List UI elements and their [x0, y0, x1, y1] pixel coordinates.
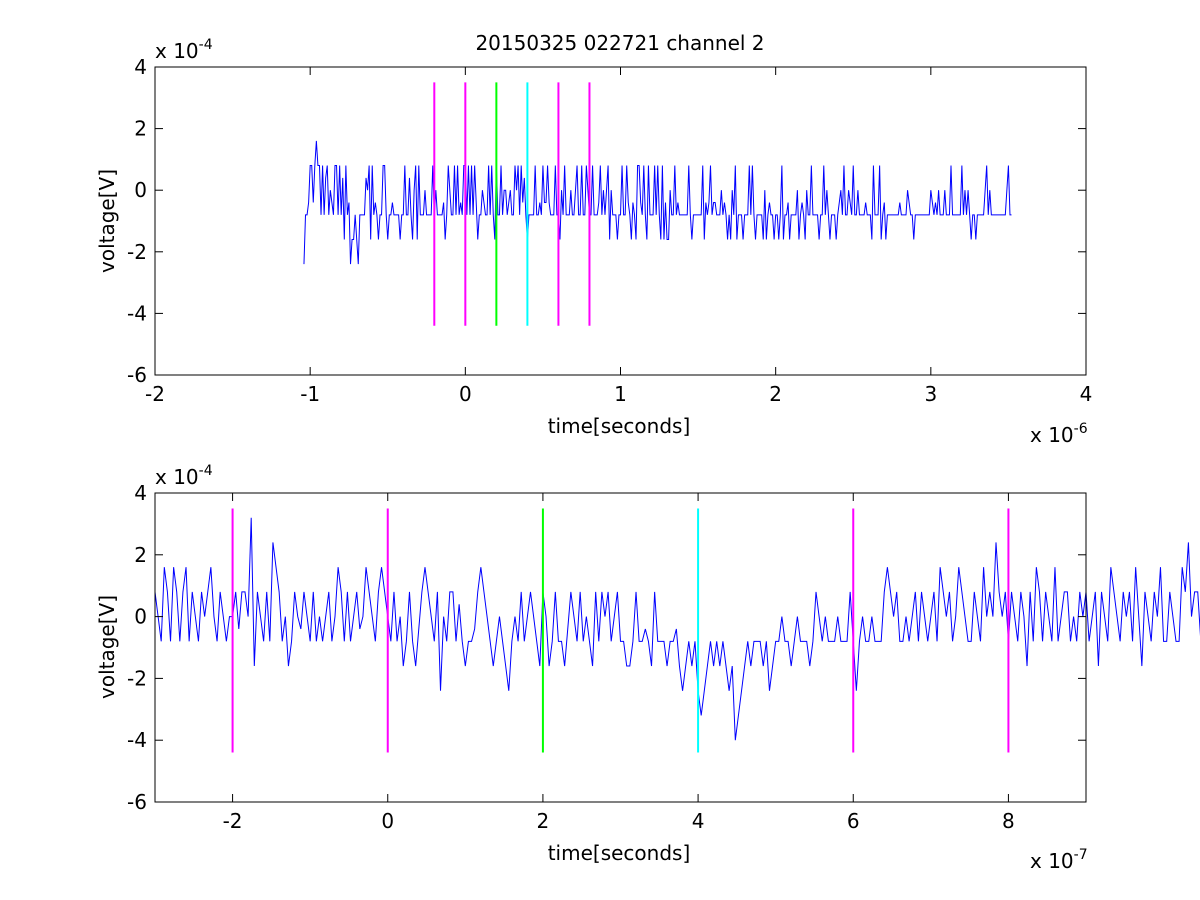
- bottom-y-tick-label: 2: [134, 543, 147, 567]
- top-y-multiplier-base: x 10: [155, 39, 199, 63]
- top-x-tick-label: 1: [614, 382, 627, 406]
- bottom-x-tick-label: 2: [537, 809, 550, 833]
- bottom-axes-box: [154, 492, 1087, 803]
- bottom-x-tick-label: -2: [223, 809, 243, 833]
- top-x-tick-label: -2: [145, 382, 165, 406]
- top-x-multiplier-exponent: -6: [1074, 421, 1088, 437]
- bottom-y-tick-label: 4: [134, 481, 147, 505]
- top-x-tick-label: 4: [1080, 382, 1093, 406]
- top-x-tick-label: 2: [769, 382, 782, 406]
- top-x-multiplier-base: x 10: [1030, 423, 1074, 447]
- bottom-y-tick-label: -2: [127, 666, 147, 690]
- top-y-tick-label: 2: [134, 117, 147, 141]
- top-subplot: -2 -1 0 1 2 3 4 -6 -4 -2 0 2 4 time[seconds] voltage…: [95, 37, 1092, 447]
- bottom-y-multiplier: x 10-4: [155, 463, 213, 489]
- top-x-tick-label: 0: [459, 382, 472, 406]
- bottom-x-tick-label: 0: [381, 809, 394, 833]
- bottom-x-tick-label: 4: [692, 809, 705, 833]
- bottom-y-multiplier-exponent: -4: [199, 463, 213, 479]
- top-y-multiplier: x 10-4: [155, 37, 213, 63]
- bottom-x-multiplier-exponent: -7: [1074, 847, 1088, 863]
- bottom-x-tick-label: 8: [1002, 809, 1015, 833]
- bottom-subplot: -2 0 2 4 6 8 -6 -4 -2 0 2 4 time[seconds] voltage[V…: [95, 463, 1200, 873]
- top-x-axis-label: time[seconds]: [548, 414, 691, 438]
- top-signal-trace: [303, 140, 1012, 265]
- bottom-y-multiplier-base: x 10: [155, 465, 199, 489]
- top-y-tick-label: -6: [127, 363, 147, 387]
- top-y-tick-label: -4: [127, 301, 147, 325]
- top-y-tick-label: 0: [134, 178, 147, 202]
- top-x-tick-label: 3: [924, 382, 937, 406]
- bottom-x-multiplier: x 10-7: [1030, 847, 1088, 873]
- figure-title: 20150325 022721 channel 2: [475, 31, 764, 55]
- bottom-x-tick-label: 6: [847, 809, 860, 833]
- top-y-tick-label: -2: [127, 240, 147, 264]
- top-y-tick-label: 4: [134, 55, 147, 79]
- bottom-y-tick-label: -4: [127, 728, 147, 752]
- top-y-multiplier-exponent: -4: [199, 37, 213, 53]
- bottom-signal-trace: [154, 517, 1200, 741]
- bottom-x-axis-label: time[seconds]: [548, 841, 691, 865]
- top-x-multiplier: x 10-6: [1030, 421, 1088, 447]
- top-y-axis-label: voltage[V]: [95, 169, 119, 273]
- bottom-x-multiplier-base: x 10: [1030, 849, 1074, 873]
- bottom-y-tick-label: 0: [134, 605, 147, 629]
- bottom-y-axis-label: voltage[V]: [95, 595, 119, 699]
- bottom-y-tick-label: -6: [127, 790, 147, 814]
- top-x-tick-label: -1: [300, 382, 320, 406]
